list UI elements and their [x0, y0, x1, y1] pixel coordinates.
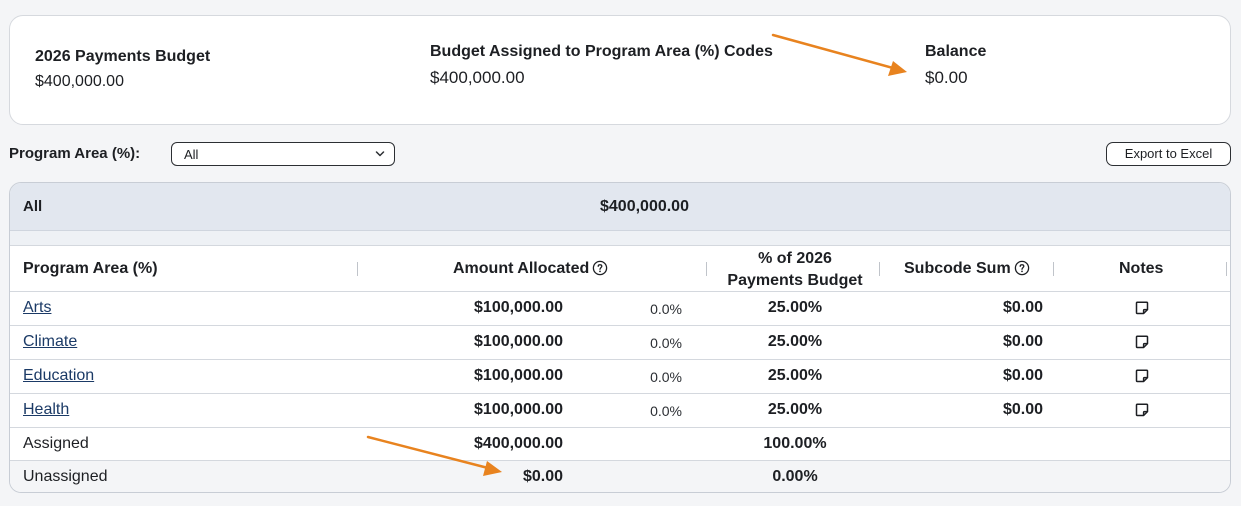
- budget-summary-card: 2026 Payments Budget $400,000.00 Budget …: [9, 15, 1231, 125]
- unassigned-row: Unassigned $0.00 0.00%: [10, 461, 1230, 492]
- pct-of-budget-value: 25.00%: [767, 367, 823, 384]
- group-name: All: [23, 198, 43, 215]
- column-divider[interactable]: [1226, 262, 1227, 276]
- chevron-down-icon: [375, 151, 385, 157]
- unassigned-pct: 0.00%: [772, 468, 818, 485]
- table-body: Arts $100,000.00 0.0% 25.00% $0.00 Climate $10…: [10, 292, 1230, 428]
- pct-of-budget-value: 25.00%: [767, 401, 823, 418]
- program-area-table-card: All $400,000.00 Program Area (%) Amount …: [9, 182, 1231, 493]
- program-area-link[interactable]: Climate: [23, 333, 78, 350]
- subcode-sum-value: $0.00: [1002, 367, 1043, 384]
- amount-allocated-pct: 0.0%: [650, 369, 682, 385]
- group-spacer: [10, 231, 1230, 245]
- subcode-sum-value: $0.00: [1002, 299, 1043, 316]
- table-row: Arts $100,000.00 0.0% 25.00% $0.00: [10, 292, 1230, 326]
- question-circle-icon[interactable]: [1014, 260, 1030, 276]
- amount-allocated-value: $100,000.00: [474, 367, 563, 384]
- table-row: Health $100,000.00 0.0% 25.00% $0.00: [10, 394, 1230, 428]
- payments-budget-summary: 2026 Payments Budget $400,000.00: [35, 48, 210, 91]
- table-row: Climate $100,000.00 0.0% 25.00% $0.00: [10, 326, 1230, 360]
- amount-allocated-pct: 0.0%: [650, 301, 682, 317]
- group-header[interactable]: All $400,000.00: [10, 183, 1230, 231]
- balance-summary: Balance $0.00: [925, 43, 986, 88]
- subcode-sum-value: $0.00: [1002, 401, 1043, 418]
- subcode-sum-value: $0.00: [1002, 333, 1043, 350]
- question-circle-icon[interactable]: [592, 260, 608, 276]
- balance-label: Balance: [925, 43, 987, 60]
- assigned-row: Assigned $400,000.00 100.00%: [10, 428, 1230, 461]
- amount-allocated-pct: 0.0%: [650, 403, 682, 419]
- program-area-table: Program Area (%) Amount Allocated % of 2…: [10, 245, 1230, 492]
- program-area-link[interactable]: Education: [23, 367, 95, 384]
- header-amount-allocated-label: Amount Allocated: [453, 260, 590, 277]
- assigned-budget-summary: Budget Assigned to Program Area (%) Code…: [430, 43, 773, 88]
- assigned-budget-value: $400,000.00: [430, 68, 525, 87]
- header-subcode-sum-label: Subcode Sum: [904, 260, 1011, 277]
- header-subcode-sum[interactable]: Subcode Sum: [904, 260, 1030, 278]
- payments-budget-value: $400,000.00: [35, 73, 124, 90]
- pct-of-budget-value: 25.00%: [767, 299, 823, 316]
- table-row: Education $100,000.00 0.0% 25.00% $0.00: [10, 360, 1230, 394]
- assigned-budget-label: Budget Assigned to Program Area (%) Code…: [430, 43, 773, 60]
- header-pct-of-budget-line2: Payments Budget: [727, 272, 863, 289]
- export-to-excel-button[interactable]: Export to Excel: [1106, 142, 1231, 166]
- unassigned-amount: $0.00: [522, 468, 563, 485]
- program-area-select[interactable]: All: [171, 142, 395, 166]
- header-pct-of-budget[interactable]: % of 2026 Payments Budget: [715, 248, 875, 292]
- header-notes: Notes: [1119, 260, 1164, 277]
- sticky-note-icon[interactable]: [1134, 334, 1150, 350]
- column-divider[interactable]: [706, 262, 707, 276]
- table-header-row: Program Area (%) Amount Allocated % of 2…: [10, 245, 1230, 292]
- sticky-note-icon[interactable]: [1134, 402, 1150, 418]
- assigned-label: Assigned: [23, 435, 89, 452]
- header-amount-allocated[interactable]: Amount Allocated: [453, 260, 608, 278]
- column-divider[interactable]: [357, 262, 358, 276]
- header-program-area[interactable]: Program Area (%): [23, 260, 158, 277]
- amount-allocated-value: $100,000.00: [474, 299, 563, 316]
- column-divider[interactable]: [1053, 262, 1054, 276]
- amount-allocated-value: $100,000.00: [474, 401, 563, 418]
- column-divider[interactable]: [879, 262, 880, 276]
- header-pct-of-budget-line1: % of 2026: [758, 250, 832, 267]
- amount-allocated-value: $100,000.00: [474, 333, 563, 350]
- amount-allocated-pct: 0.0%: [650, 335, 682, 351]
- pct-of-budget-value: 25.00%: [767, 333, 823, 350]
- program-area-filter-label: Program Area (%):: [9, 145, 141, 162]
- payments-budget-label: 2026 Payments Budget: [35, 48, 211, 65]
- assigned-amount: $400,000.00: [474, 435, 563, 452]
- filter-row: Program Area (%): All Export to Excel: [9, 142, 1231, 168]
- sticky-note-icon[interactable]: [1134, 300, 1150, 316]
- unassigned-label: Unassigned: [23, 468, 108, 485]
- balance-value: $0.00: [925, 68, 968, 87]
- program-area-link[interactable]: Health: [23, 401, 70, 418]
- group-total: $400,000.00: [600, 198, 689, 215]
- sticky-note-icon[interactable]: [1134, 368, 1150, 384]
- assigned-pct: 100.00%: [763, 435, 827, 452]
- program-area-select-value: All: [184, 147, 199, 162]
- program-area-link[interactable]: Arts: [23, 299, 52, 316]
